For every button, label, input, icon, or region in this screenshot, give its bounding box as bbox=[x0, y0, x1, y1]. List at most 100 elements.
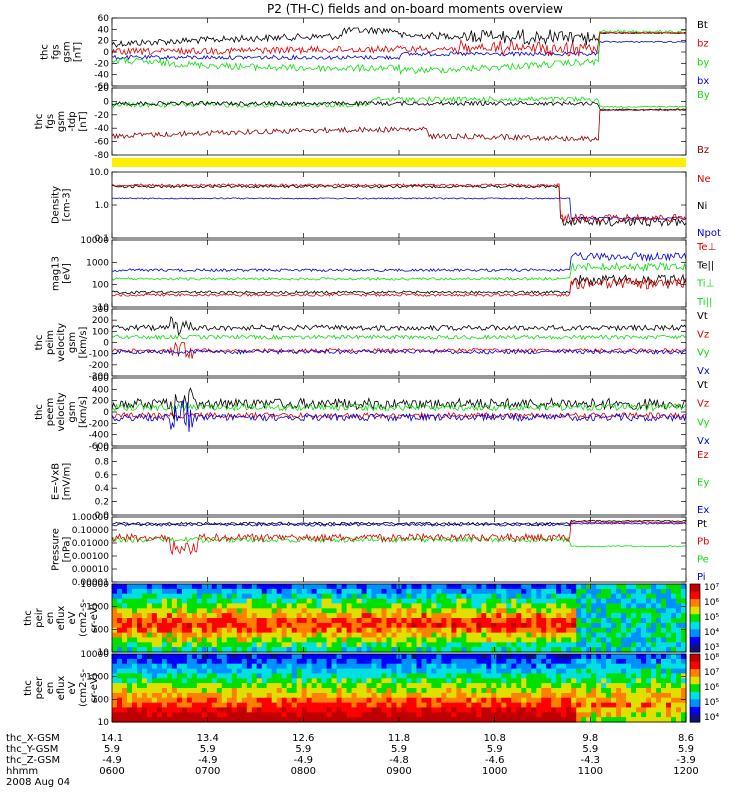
heatmap-cell bbox=[341, 642, 348, 648]
heatmap-cell bbox=[566, 637, 572, 643]
heatmap-cell bbox=[481, 683, 487, 689]
heatmap-cell bbox=[566, 688, 572, 694]
heatmap-cell bbox=[561, 647, 567, 653]
y-tick-label: 0.00001 bbox=[72, 578, 109, 588]
heatmap-cell bbox=[526, 692, 532, 699]
heatmap-cell bbox=[206, 688, 213, 694]
heatmap-cell bbox=[541, 584, 547, 590]
heatmap-cell bbox=[456, 702, 462, 709]
heatmap-cell bbox=[546, 673, 552, 679]
heatmap-cell bbox=[396, 668, 403, 675]
heatmap-cell bbox=[511, 608, 517, 614]
heatmap-cell bbox=[381, 654, 388, 660]
series-line-Vz bbox=[111, 334, 687, 341]
heatmap-cell bbox=[281, 618, 288, 624]
heatmap-cell bbox=[191, 673, 198, 679]
heatmap-cell bbox=[566, 683, 572, 689]
heatmap-cell bbox=[151, 663, 158, 670]
heatmap-cell bbox=[181, 637, 188, 643]
heatmap-cell bbox=[631, 593, 637, 600]
heatmap-cell bbox=[351, 613, 358, 619]
heatmap-cell bbox=[671, 584, 677, 590]
heatmap-cell bbox=[391, 707, 398, 713]
heatmap-cell bbox=[596, 678, 602, 684]
heatmap-cell bbox=[586, 683, 592, 689]
heatmap-cell bbox=[381, 618, 388, 624]
heatmap-cell bbox=[496, 584, 502, 590]
heatmap-cell bbox=[526, 632, 532, 639]
heatmap-cell bbox=[451, 647, 457, 653]
heatmap-cell bbox=[371, 697, 378, 704]
heatmap-cell bbox=[431, 613, 437, 619]
heatmap-cell bbox=[346, 598, 353, 605]
heatmap-cell bbox=[641, 712, 647, 718]
legend-entry: bx bbox=[697, 76, 709, 87]
heatmap-cell bbox=[671, 654, 677, 660]
heatmap-cell bbox=[161, 588, 168, 595]
heatmap-cell bbox=[481, 663, 487, 670]
heatmap-cell bbox=[401, 647, 408, 653]
heatmap-cell bbox=[556, 658, 562, 665]
heatmap-cell bbox=[356, 712, 363, 718]
heatmap-cell bbox=[196, 588, 203, 595]
heatmap-cell bbox=[296, 688, 303, 694]
colorbar-segment bbox=[690, 636, 700, 646]
heatmap-cell bbox=[536, 584, 542, 590]
heatmap-cell bbox=[256, 678, 263, 684]
heatmap-cell bbox=[471, 688, 477, 694]
heatmap-cell bbox=[511, 642, 517, 648]
heatmap-cell bbox=[151, 668, 158, 675]
heatmap-cell bbox=[491, 627, 497, 634]
heatmap-cell bbox=[466, 663, 472, 670]
heatmap-cell bbox=[391, 692, 398, 699]
heatmap-cell bbox=[236, 654, 243, 660]
heatmap-cell bbox=[546, 584, 552, 590]
heatmap-cell bbox=[646, 627, 652, 634]
heatmap-cell bbox=[451, 632, 457, 639]
heatmap-cell bbox=[676, 702, 682, 709]
heatmap-cell bbox=[376, 613, 383, 619]
heatmap-cell bbox=[286, 603, 293, 609]
heatmap-cell bbox=[246, 712, 253, 718]
heatmap-cell bbox=[431, 654, 437, 660]
heatmap-cell bbox=[426, 707, 433, 713]
heatmap-cell bbox=[606, 712, 612, 718]
heatmap-cell bbox=[426, 678, 433, 684]
heatmap-cell bbox=[361, 688, 368, 694]
heatmap-cell bbox=[151, 654, 158, 660]
heatmap-cell bbox=[611, 593, 617, 600]
heatmap-cell bbox=[311, 584, 318, 590]
heatmap-cell bbox=[401, 712, 408, 718]
heatmap-cell bbox=[191, 663, 198, 670]
heatmap-cell bbox=[336, 654, 343, 660]
panel-frame bbox=[111, 239, 687, 308]
heatmap-cell bbox=[117, 637, 123, 643]
heatmap-cell bbox=[611, 647, 617, 653]
heatmap-cell bbox=[526, 603, 532, 609]
heatmap-cell bbox=[321, 622, 328, 629]
heatmap-cell bbox=[576, 642, 582, 648]
heatmap-cell bbox=[481, 707, 487, 713]
heatmap-cell bbox=[151, 593, 158, 600]
y-tick-label: -300 bbox=[89, 372, 110, 382]
heatmap-cell bbox=[486, 688, 492, 694]
heatmap-cell bbox=[566, 712, 572, 718]
heatmap-cell bbox=[636, 598, 642, 605]
heatmap-cell bbox=[501, 598, 507, 605]
heatmap-cell bbox=[541, 608, 547, 614]
heatmap-cell bbox=[201, 688, 208, 694]
heatmap-cell bbox=[546, 707, 552, 713]
heatmap-cell bbox=[621, 658, 627, 665]
heatmap-cell bbox=[361, 627, 368, 634]
heatmap-cell bbox=[211, 637, 218, 643]
heatmap-cell bbox=[201, 702, 208, 709]
heatmap-cell bbox=[586, 692, 592, 699]
heatmap-cell bbox=[226, 613, 233, 619]
heatmap-cell bbox=[401, 678, 408, 684]
heatmap-cell bbox=[681, 588, 687, 595]
heatmap-cell bbox=[661, 637, 667, 643]
heatmap-cell bbox=[661, 692, 667, 699]
heatmap-cell bbox=[316, 584, 323, 590]
